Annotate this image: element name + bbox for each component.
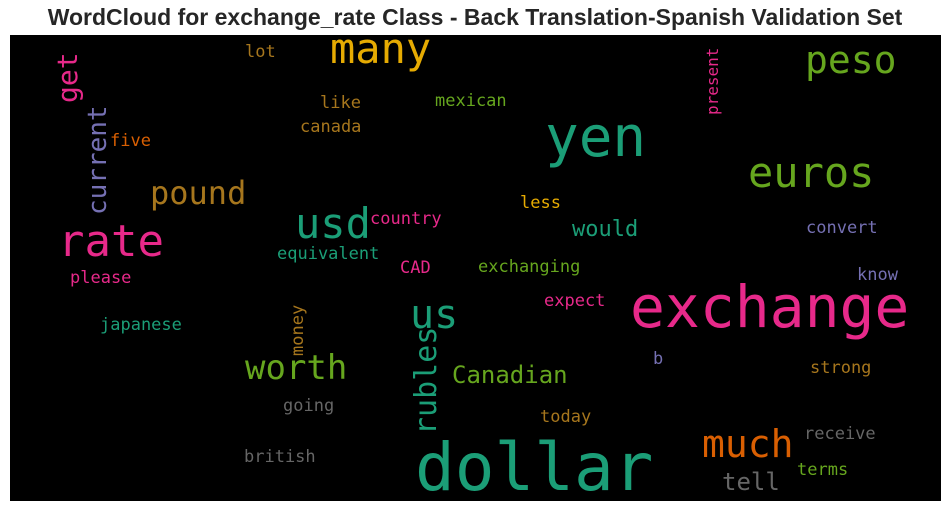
word-us: us [410, 292, 459, 338]
word-receive: receive [804, 424, 876, 444]
word-less: less [520, 193, 561, 213]
word-worth: worth [245, 348, 348, 388]
word-tell: tell [722, 468, 780, 496]
word-get: get [51, 52, 84, 103]
word-peso: peso [805, 38, 897, 82]
word-today: today [540, 407, 592, 427]
word-lot: lot [245, 42, 276, 62]
word-euros: euros [748, 148, 875, 197]
word-would: would [572, 217, 639, 242]
word-country: country [370, 209, 442, 229]
word-b: b [653, 349, 664, 369]
word-terms: terms [797, 460, 849, 480]
word-present: present [703, 47, 722, 115]
word-please: please [70, 268, 132, 288]
word-like: like [320, 93, 361, 113]
word-equivalent: equivalent [277, 244, 380, 264]
word-five: five [110, 131, 151, 151]
word-dollar: dollar [415, 429, 654, 501]
word-yen: yen [545, 105, 647, 170]
word-much: much [702, 422, 794, 466]
word-cad: CAD [400, 258, 431, 278]
word-many: many [330, 35, 432, 73]
word-usd: usd [295, 199, 371, 248]
word-british: british [244, 447, 316, 467]
word-japanese: japanese [100, 315, 182, 335]
word-current: current [83, 105, 113, 215]
word-exchanging: exchanging [478, 257, 581, 277]
word-know: know [857, 265, 898, 285]
word-pound: pound [150, 174, 247, 212]
word-going: going [283, 396, 335, 416]
word-rubles: rubles [409, 326, 444, 435]
word-expect: expect [544, 291, 606, 311]
word-rate: rate [58, 216, 164, 267]
wordcloud-canvas: dollar exchange yen rate many euros usd peso muc… [10, 35, 941, 501]
word-canadian: Canadian [452, 361, 568, 389]
word-strong: strong [810, 358, 872, 378]
chart-title: WordCloud for exchange_rate Class - Back… [47, 4, 903, 30]
word-exchange: exchange [630, 273, 910, 341]
word-money: money [288, 304, 308, 356]
word-canada: canada [300, 117, 362, 137]
word-mexican: mexican [435, 91, 507, 111]
word-convert: convert [806, 218, 878, 238]
